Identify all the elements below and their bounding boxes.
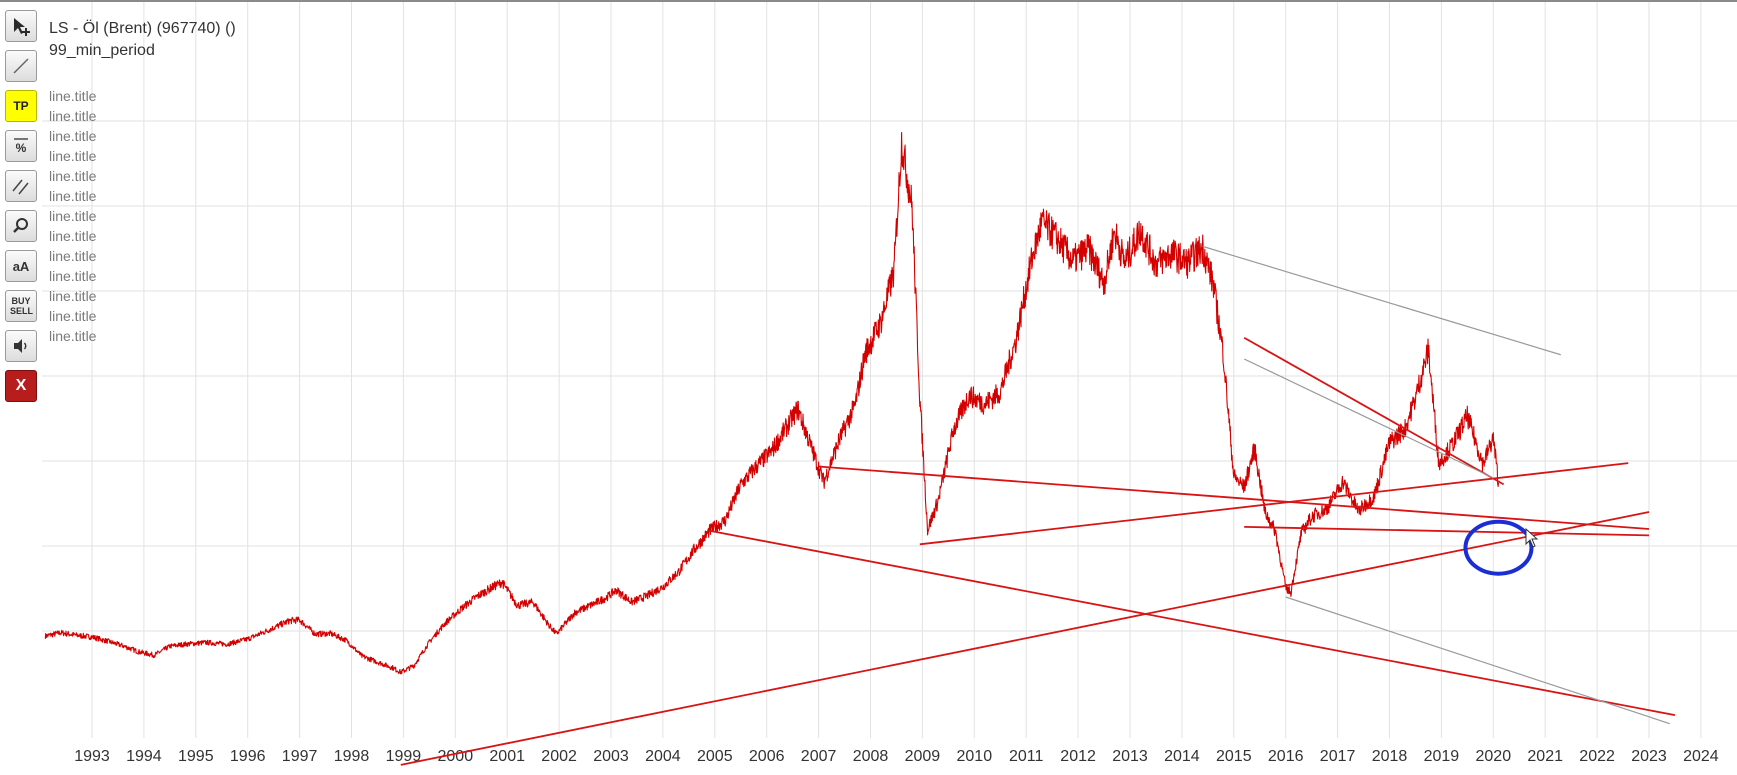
price-series-line[interactable] bbox=[44, 131, 1500, 675]
x-tick-label: 2020 bbox=[1476, 748, 1512, 765]
close-button-label: X bbox=[15, 377, 27, 394]
x-tick-label: 2017 bbox=[1320, 748, 1356, 765]
x-tick-label: 2006 bbox=[749, 748, 785, 765]
x-tick-label: 2024 bbox=[1683, 748, 1719, 765]
legend-item[interactable]: line.title bbox=[49, 228, 97, 244]
x-tick-label: 2001 bbox=[489, 748, 525, 765]
red-trendline[interactable] bbox=[400, 511, 1650, 766]
x-tick-label: 2013 bbox=[1112, 748, 1148, 765]
legend-item[interactable]: line.title bbox=[49, 88, 97, 104]
x-tick-label: 2019 bbox=[1424, 748, 1460, 765]
percent-tool-button[interactable]: % bbox=[5, 130, 37, 162]
legend-item[interactable]: line.title bbox=[49, 128, 97, 144]
x-tick-label: 2005 bbox=[697, 748, 733, 765]
legend-item[interactable]: line.title bbox=[49, 108, 97, 124]
x-tick-label: 2012 bbox=[1060, 748, 1096, 765]
red-trendline[interactable] bbox=[1244, 525, 1650, 537]
x-tick-label: 2007 bbox=[801, 748, 837, 765]
x-tick-label: 1995 bbox=[178, 748, 214, 765]
x-tick-label: 2023 bbox=[1631, 748, 1667, 765]
legend-item[interactable]: line.title bbox=[49, 248, 97, 264]
red-trendline[interactable] bbox=[919, 462, 1629, 546]
red-trendline[interactable] bbox=[1243, 336, 1505, 486]
window-top-border bbox=[0, 0, 1737, 2]
legend-item[interactable]: line.title bbox=[49, 168, 97, 184]
chart-header: LS - Öl (Brent) (967740) () 99_min_perio… bbox=[49, 18, 236, 62]
x-tick-label: 1998 bbox=[334, 748, 370, 765]
tp-button[interactable]: TP bbox=[5, 90, 37, 122]
x-tick-label: 1996 bbox=[230, 748, 266, 765]
tp-button-label: TP bbox=[13, 99, 29, 113]
diagonal-line-icon bbox=[13, 58, 29, 74]
font-size-button-label: aA bbox=[12, 258, 30, 274]
percent-icon: % bbox=[14, 138, 28, 155]
x-tick-label: 1993 bbox=[74, 748, 110, 765]
line-legend: line.title line.title line.title line.ti… bbox=[49, 86, 96, 346]
percent-icon-label: % bbox=[16, 141, 27, 155]
sound-button[interactable] bbox=[5, 330, 37, 362]
cursor-plus-icon bbox=[14, 18, 30, 36]
period-label: 99_min_period bbox=[49, 42, 155, 59]
x-tick-label: 2009 bbox=[905, 748, 941, 765]
grey-trendline[interactable] bbox=[1202, 245, 1561, 356]
x-tick-label: 1997 bbox=[282, 748, 318, 765]
legend-item[interactable]: line.title bbox=[49, 268, 97, 284]
legend-item[interactable]: line.title bbox=[49, 148, 97, 164]
close-button[interactable]: X bbox=[5, 370, 37, 402]
x-tick-label: 2021 bbox=[1527, 748, 1563, 765]
pointer-tool-button[interactable] bbox=[5, 10, 37, 42]
magnifier-icon bbox=[13, 218, 28, 233]
legend-item[interactable]: line.title bbox=[49, 308, 97, 324]
x-tick-label: 2016 bbox=[1268, 748, 1304, 765]
grey-trendline[interactable] bbox=[1243, 358, 1494, 479]
red-trendline[interactable] bbox=[818, 465, 1650, 530]
x-tick-label: 2018 bbox=[1372, 748, 1408, 765]
x-tick-label: 2011 bbox=[1009, 748, 1044, 765]
x-tick-label: 2010 bbox=[957, 748, 993, 765]
x-tick-label: 2003 bbox=[593, 748, 629, 765]
red-trendline[interactable] bbox=[709, 529, 1676, 717]
grey-trendline[interactable] bbox=[1285, 596, 1670, 725]
mouse-cursor-icon bbox=[1525, 528, 1539, 548]
x-tick-label: 2008 bbox=[853, 748, 889, 765]
legend-item[interactable]: line.title bbox=[49, 328, 97, 344]
instrument-title: LS - Öl (Brent) (967740) () bbox=[49, 20, 236, 37]
font-size-button[interactable]: aA bbox=[5, 250, 37, 282]
legend-item[interactable]: line.title bbox=[49, 288, 97, 304]
parallel-lines-button[interactable] bbox=[5, 170, 37, 202]
buy-sell-button-label: BUY SELL bbox=[10, 296, 34, 316]
line-tool-button[interactable] bbox=[5, 50, 37, 82]
x-tick-label: 2022 bbox=[1579, 748, 1615, 765]
parallel-lines-icon bbox=[12, 179, 29, 195]
drawing-toolbar: TP % aA BUY SELL X bbox=[0, 4, 40, 775]
buy-sell-button[interactable]: BUY SELL bbox=[5, 290, 37, 322]
highlight-circle[interactable] bbox=[1463, 519, 1534, 576]
x-tick-label: 1994 bbox=[126, 748, 162, 765]
legend-item[interactable]: line.title bbox=[49, 188, 97, 204]
legend-item[interactable]: line.title bbox=[49, 208, 97, 224]
x-tick-label: 2015 bbox=[1216, 748, 1252, 765]
x-tick-label: 2002 bbox=[541, 748, 577, 765]
x-tick-label: 1999 bbox=[386, 748, 422, 765]
x-tick-label: 2004 bbox=[645, 748, 681, 765]
plot-area bbox=[42, 2, 1737, 738]
speaker-icon bbox=[14, 339, 27, 353]
zoom-button[interactable] bbox=[5, 210, 37, 242]
x-tick-label: 2014 bbox=[1164, 748, 1200, 765]
